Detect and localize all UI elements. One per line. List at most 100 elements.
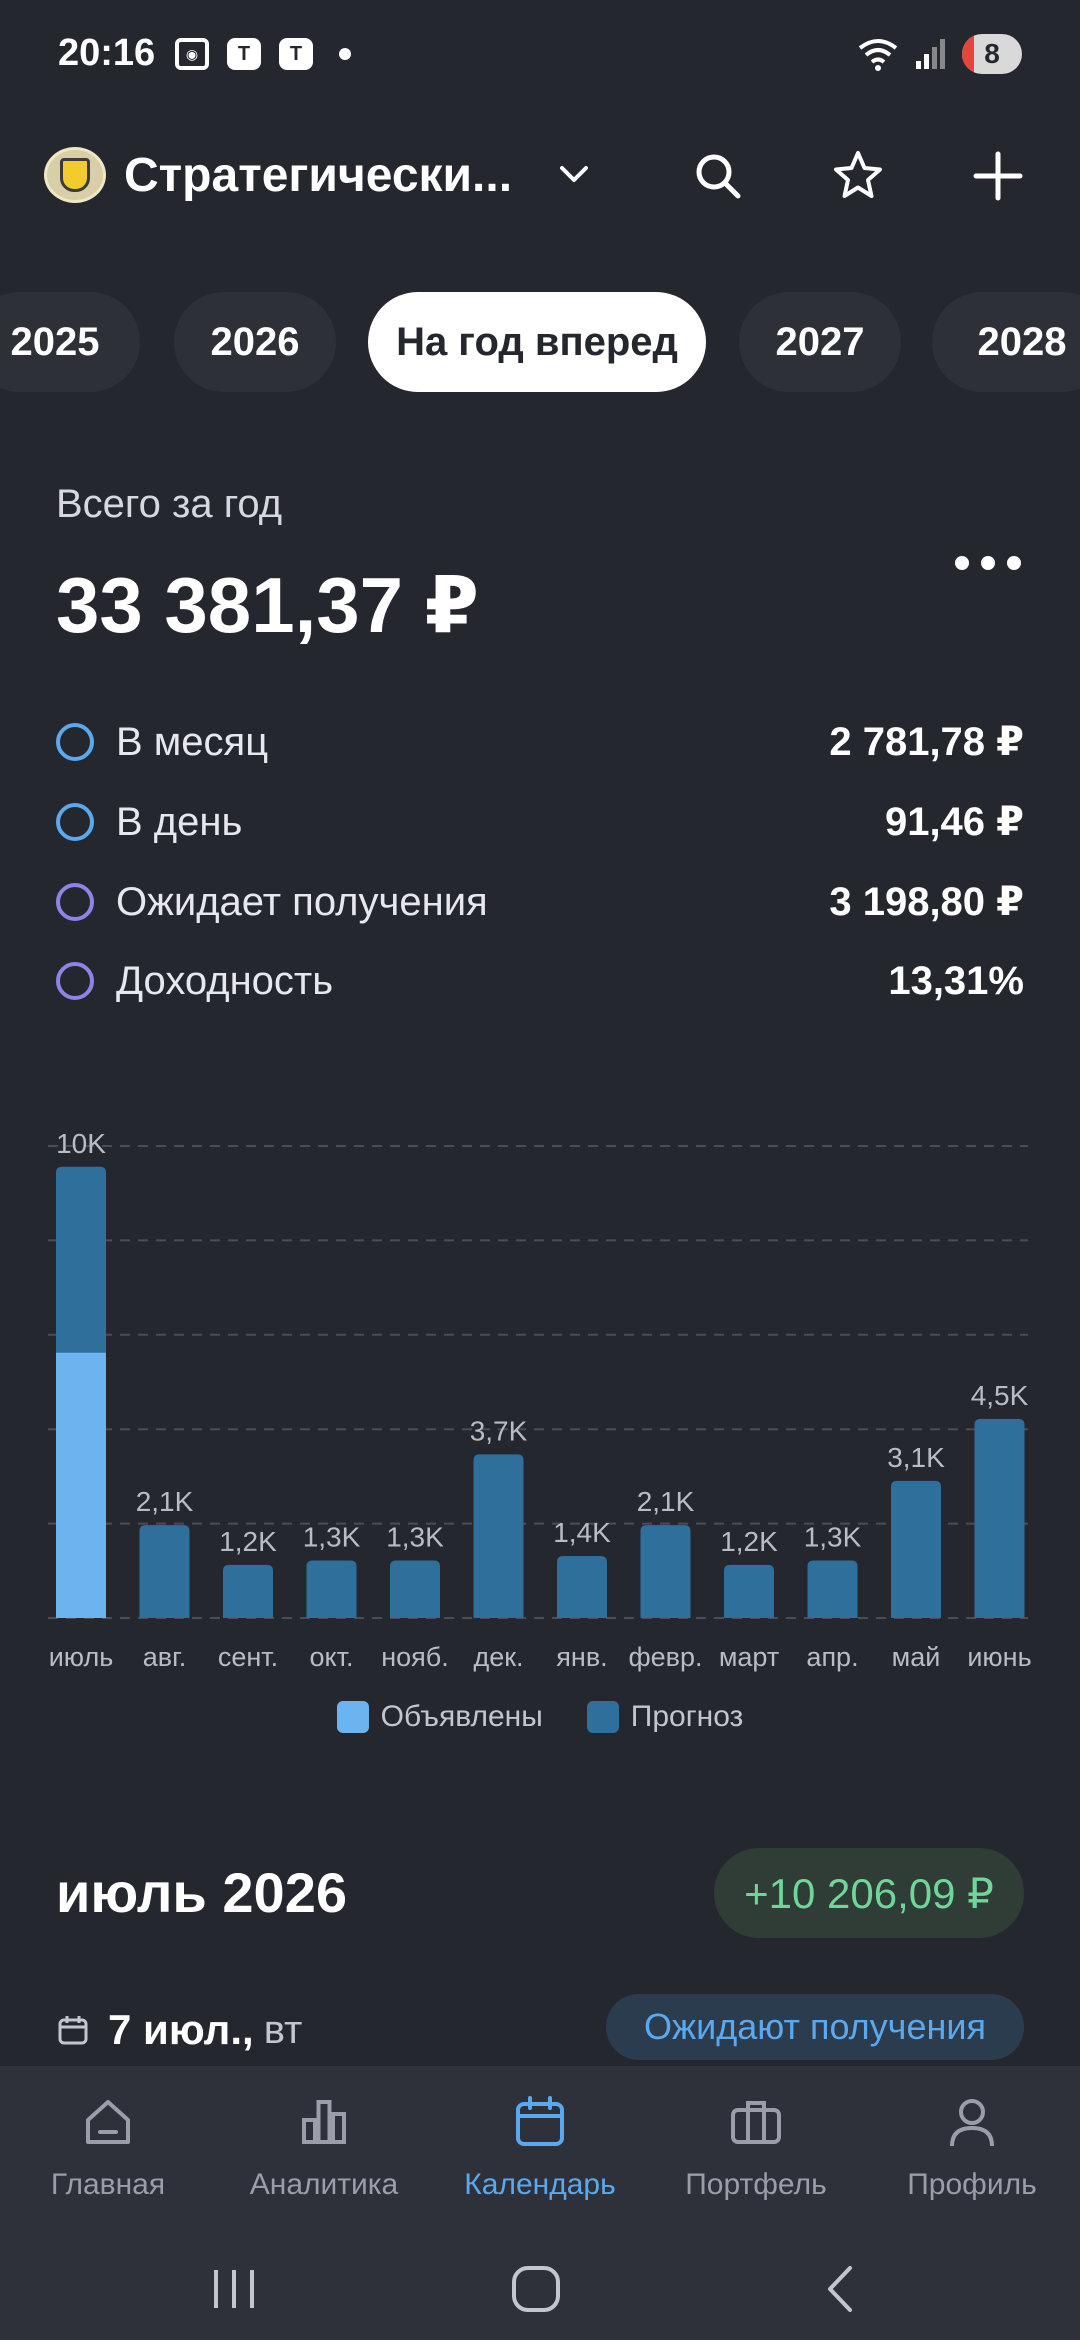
briefcase-icon	[731, 2101, 781, 2144]
nav-home[interactable]: Главная	[0, 2066, 216, 2236]
bar-value-label: 1,2K	[219, 1526, 277, 1557]
bar-value-label: 10K	[56, 1128, 106, 1159]
x-tick-label: июнь	[967, 1642, 1031, 1672]
x-tick-label: янв.	[556, 1642, 607, 1672]
home-button-icon[interactable]	[506, 2264, 566, 2314]
circle-icon	[56, 803, 94, 841]
dividends-bar-chart[interactable]: 10K июль 2,1K авг. 1,2K сент. 1,3K окт. 1,3K нояб…	[0, 1090, 1080, 1690]
x-tick-label: окт.	[309, 1642, 353, 1672]
star-icon[interactable]	[830, 148, 886, 204]
bar-forecast[interactable]	[557, 1556, 607, 1618]
month-total-badge: +10 206,09 ₽	[714, 1848, 1024, 1938]
tab-2026[interactable]: 2026	[174, 292, 336, 392]
stat-row-yield: Доходность 13,31%	[56, 951, 1024, 1011]
bar-value-label: 1,4K	[553, 1517, 611, 1548]
bar-value-label: 2,1K	[136, 1486, 194, 1517]
analytics-icon	[302, 2100, 346, 2144]
shield-icon	[60, 158, 90, 192]
bar-forecast[interactable]	[139, 1525, 190, 1618]
nav-label: Аналитика	[249, 2168, 399, 2201]
calendar-icon	[516, 2096, 564, 2146]
tab-2025[interactable]: 2025	[0, 292, 140, 392]
legend-item-announced[interactable]: Объявлены	[336, 1700, 543, 1734]
month-title: июль 2026	[56, 1861, 347, 1924]
tab-2027[interactable]: 2027	[739, 292, 901, 392]
circle-icon	[56, 962, 94, 1000]
legend-label: Объявлены	[380, 1700, 543, 1733]
bar-value-label: 1,3K	[804, 1521, 862, 1552]
stat-value: 13,31%	[888, 958, 1024, 1003]
status-time: 20:16	[58, 32, 156, 74]
x-tick-label: авг.	[143, 1642, 186, 1672]
event-row[interactable]: 7 июл., вт	[56, 1998, 302, 2062]
search-icon[interactable]	[690, 148, 746, 204]
stat-label: Ожидает получения	[116, 879, 488, 924]
bar-forecast[interactable]	[223, 1564, 273, 1618]
bottom-navigation: Главная Аналитика Календарь Портфель Про…	[0, 2066, 1080, 2236]
bar-value-label: 1,2K	[720, 1526, 778, 1557]
stat-label: В день	[116, 799, 243, 844]
status-bar: 20:16 ◉ Т Т 8	[0, 0, 1080, 112]
year-tabs: 2025 2026 На год вперед 2027 2028	[0, 292, 1080, 392]
recent-apps-icon[interactable]	[204, 2264, 264, 2314]
tab-year-ahead[interactable]: На год вперед	[368, 292, 706, 392]
legend-item-forecast[interactable]: Прогноз	[586, 1700, 744, 1734]
stat-value: 2 781,78 ₽	[829, 720, 1024, 764]
more-notifications-icon	[339, 48, 351, 60]
back-icon[interactable]	[812, 2264, 872, 2314]
legend-swatch	[336, 1701, 369, 1733]
bar-value-label: 1,3K	[386, 1521, 444, 1552]
nav-calendar[interactable]: Календарь	[432, 2066, 648, 2236]
bar-forecast[interactable]	[807, 1560, 858, 1618]
nav-profile[interactable]: Профиль	[864, 2066, 1080, 2236]
chart-legend: Объявлены Прогноз	[0, 1700, 1080, 1734]
x-tick-label: апр.	[806, 1642, 858, 1672]
bar-announced[interactable]	[56, 1352, 106, 1618]
stat-row-day: В день 91,46 ₽	[56, 792, 1024, 852]
bar-forecast[interactable]	[891, 1480, 941, 1618]
nav-label: Календарь	[464, 2168, 616, 2201]
profile-icon	[950, 2099, 994, 2147]
bar-forecast[interactable]	[724, 1564, 774, 1618]
legend-swatch	[586, 1701, 619, 1733]
stat-row-month: В месяц 2 781,78 ₽	[56, 712, 1024, 772]
stat-value: 3 198,80 ₽	[829, 880, 1024, 924]
signal-icon	[916, 39, 945, 69]
nav-portfolio[interactable]: Портфель	[648, 2066, 864, 2236]
x-tick-label: май	[892, 1642, 941, 1672]
tbank-notification-icon: Т	[279, 38, 313, 70]
add-icon[interactable]	[970, 148, 1026, 204]
stat-row-pending: Ожидает получения 3 198,80 ₽	[56, 872, 1024, 932]
bar-forecast[interactable]	[640, 1525, 691, 1618]
system-navigation-bar	[0, 2236, 1080, 2340]
legend-label: Прогноз	[630, 1700, 744, 1733]
tab-2028[interactable]: 2028	[932, 292, 1080, 392]
more-options-icon[interactable]	[955, 552, 1025, 574]
bar-value-label: 4,5K	[971, 1380, 1029, 1411]
portfolio-title[interactable]: Стратегически...	[124, 149, 513, 202]
nav-analytics[interactable]: Аналитика	[216, 2066, 432, 2236]
stat-label: Доходность	[116, 958, 334, 1003]
x-tick-label: сент.	[218, 1642, 278, 1672]
x-tick-label: дек.	[473, 1642, 523, 1672]
x-tick-label: февр.	[628, 1642, 702, 1672]
portfolio-logo[interactable]	[44, 147, 106, 203]
bar-forecast[interactable]	[390, 1560, 440, 1618]
event-weekday: вт	[263, 2007, 303, 2052]
bar-value-label: 2,1K	[637, 1486, 695, 1517]
app-header: Стратегически...	[0, 130, 1080, 220]
status-badge: Ожидают получения	[606, 1994, 1024, 2060]
bar-forecast[interactable]	[974, 1418, 1025, 1618]
bar-value-label: 3,1K	[887, 1442, 945, 1473]
event-date: 7 июл.,	[108, 2006, 254, 2053]
bar-forecast[interactable]	[306, 1560, 357, 1618]
chevron-down-icon[interactable]	[556, 156, 592, 192]
battery-indicator: 8	[962, 34, 1022, 74]
bar-forecast[interactable]	[473, 1454, 524, 1618]
stat-label: В месяц	[116, 719, 269, 764]
circle-icon	[56, 883, 94, 921]
bar-value-label: 3,7K	[470, 1415, 528, 1446]
bar-value-label: 1,3K	[303, 1521, 361, 1552]
bar-forecast[interactable]	[56, 1166, 106, 1353]
x-tick-label: нояб.	[381, 1642, 449, 1672]
